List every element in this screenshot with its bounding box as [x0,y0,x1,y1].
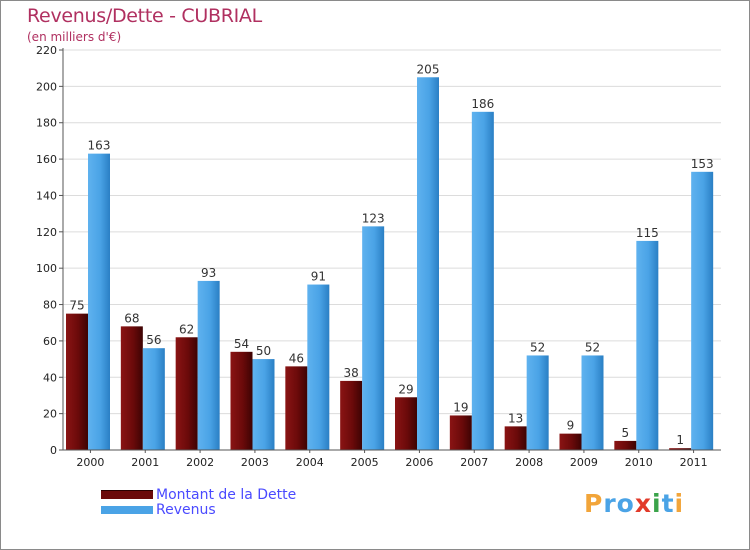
legend-item-dette: Montant de la Dette [101,486,297,503]
data-label-revenus: 115 [636,226,659,240]
data-label-dette: 13 [508,411,523,425]
x-tick-label: 2000 [76,456,104,469]
data-label-revenus: 56 [146,333,161,347]
legend: Montant de la Dette Revenus [101,486,297,518]
y-tick-label: 40 [43,371,57,384]
bar-revenus [581,355,604,450]
bar-revenus [471,111,494,451]
data-label-revenus: 52 [530,340,545,354]
y-tick-label: 0 [50,444,57,457]
data-label-dette: 38 [344,366,359,380]
data-label-revenus: 52 [585,340,600,354]
data-label-dette: 9 [567,419,575,433]
logo-letter: t [661,489,675,518]
bar-dette [66,313,88,450]
bar-revenus [691,171,714,450]
bar-dette [230,351,253,450]
bar-dette [340,380,363,450]
data-label-revenus: 205 [417,62,440,76]
x-tick-label: 2008 [515,456,543,469]
data-label-revenus: 93 [201,266,216,280]
data-label-dette: 68 [124,311,139,325]
data-label-dette: 1 [676,433,684,447]
bar-dette [449,415,472,450]
legend-label-revenus: Revenus [156,501,216,518]
logo-letter: P [584,489,604,518]
data-label-revenus: 163 [88,139,111,153]
data-label-dette: 54 [234,337,249,351]
bar-dette [669,448,692,450]
bar-revenus [252,359,275,450]
chart-subtitle: (en milliers d'€) [27,30,122,44]
legend-item-revenus: Revenus [101,501,296,518]
x-tick-label: 2006 [405,456,433,469]
bar-dette [120,326,143,450]
bar-dette [614,440,637,450]
bar-revenus [197,280,220,450]
bar-revenus [417,77,439,450]
bar-dette [559,433,582,450]
data-label-revenus: 123 [362,211,385,225]
proxiti-logo: Proxiti [584,489,684,518]
y-tick-label: 180 [36,117,57,130]
y-tick-label: 160 [36,153,57,166]
data-label-revenus: 91 [311,270,326,284]
bar-dette [285,366,308,450]
chart-title: Revenus/Dette - CUBRIAL [27,5,262,27]
x-tick-label: 2005 [351,456,379,469]
logo-letter: r [603,489,617,518]
y-tick-label: 60 [43,335,57,348]
data-label-dette: 46 [289,351,304,365]
logo-letter: i [674,489,685,518]
data-label-revenus: 50 [256,344,271,358]
data-label-dette: 19 [453,400,468,414]
x-tick-label: 2002 [186,456,214,469]
bar-dette [504,426,527,450]
y-tick-label: 220 [36,44,57,57]
bar-revenus [88,153,110,451]
x-tick-label: 2011 [680,456,708,469]
data-label-dette: 29 [398,382,413,396]
y-tick-label: 20 [43,408,57,421]
x-tick-label: 2003 [241,456,269,469]
data-label-dette: 62 [179,322,194,336]
y-tick-label: 100 [36,262,57,275]
bar-revenus [526,355,549,450]
data-label-revenus: 186 [471,97,494,111]
data-label-dette: 5 [622,426,630,440]
logo-letter: o [616,489,635,518]
x-tick-label: 2007 [460,456,488,469]
x-tick-label: 2001 [131,456,159,469]
data-label-revenus: 153 [691,157,714,171]
legend-swatch-dette [101,490,153,499]
data-label-dette: 75 [69,299,84,313]
legend-label-dette: Montant de la Dette [156,486,297,503]
x-tick-label: 2010 [625,456,653,469]
bar-dette [395,397,417,450]
bar-revenus [142,348,165,450]
bar-revenus [362,226,385,450]
x-tick-label: 2009 [570,456,598,469]
bar-revenus [307,284,330,450]
x-tick-label: 2004 [296,456,324,469]
bar-dette [175,337,198,450]
legend-swatch-revenus [101,505,153,514]
y-tick-label: 120 [36,226,57,239]
y-tick-label: 80 [43,299,57,312]
y-tick-label: 200 [36,80,57,93]
logo-letter: i [652,489,662,518]
bar-revenus [636,240,659,450]
logo-letter: x [634,489,652,518]
y-tick-label: 140 [36,189,57,202]
